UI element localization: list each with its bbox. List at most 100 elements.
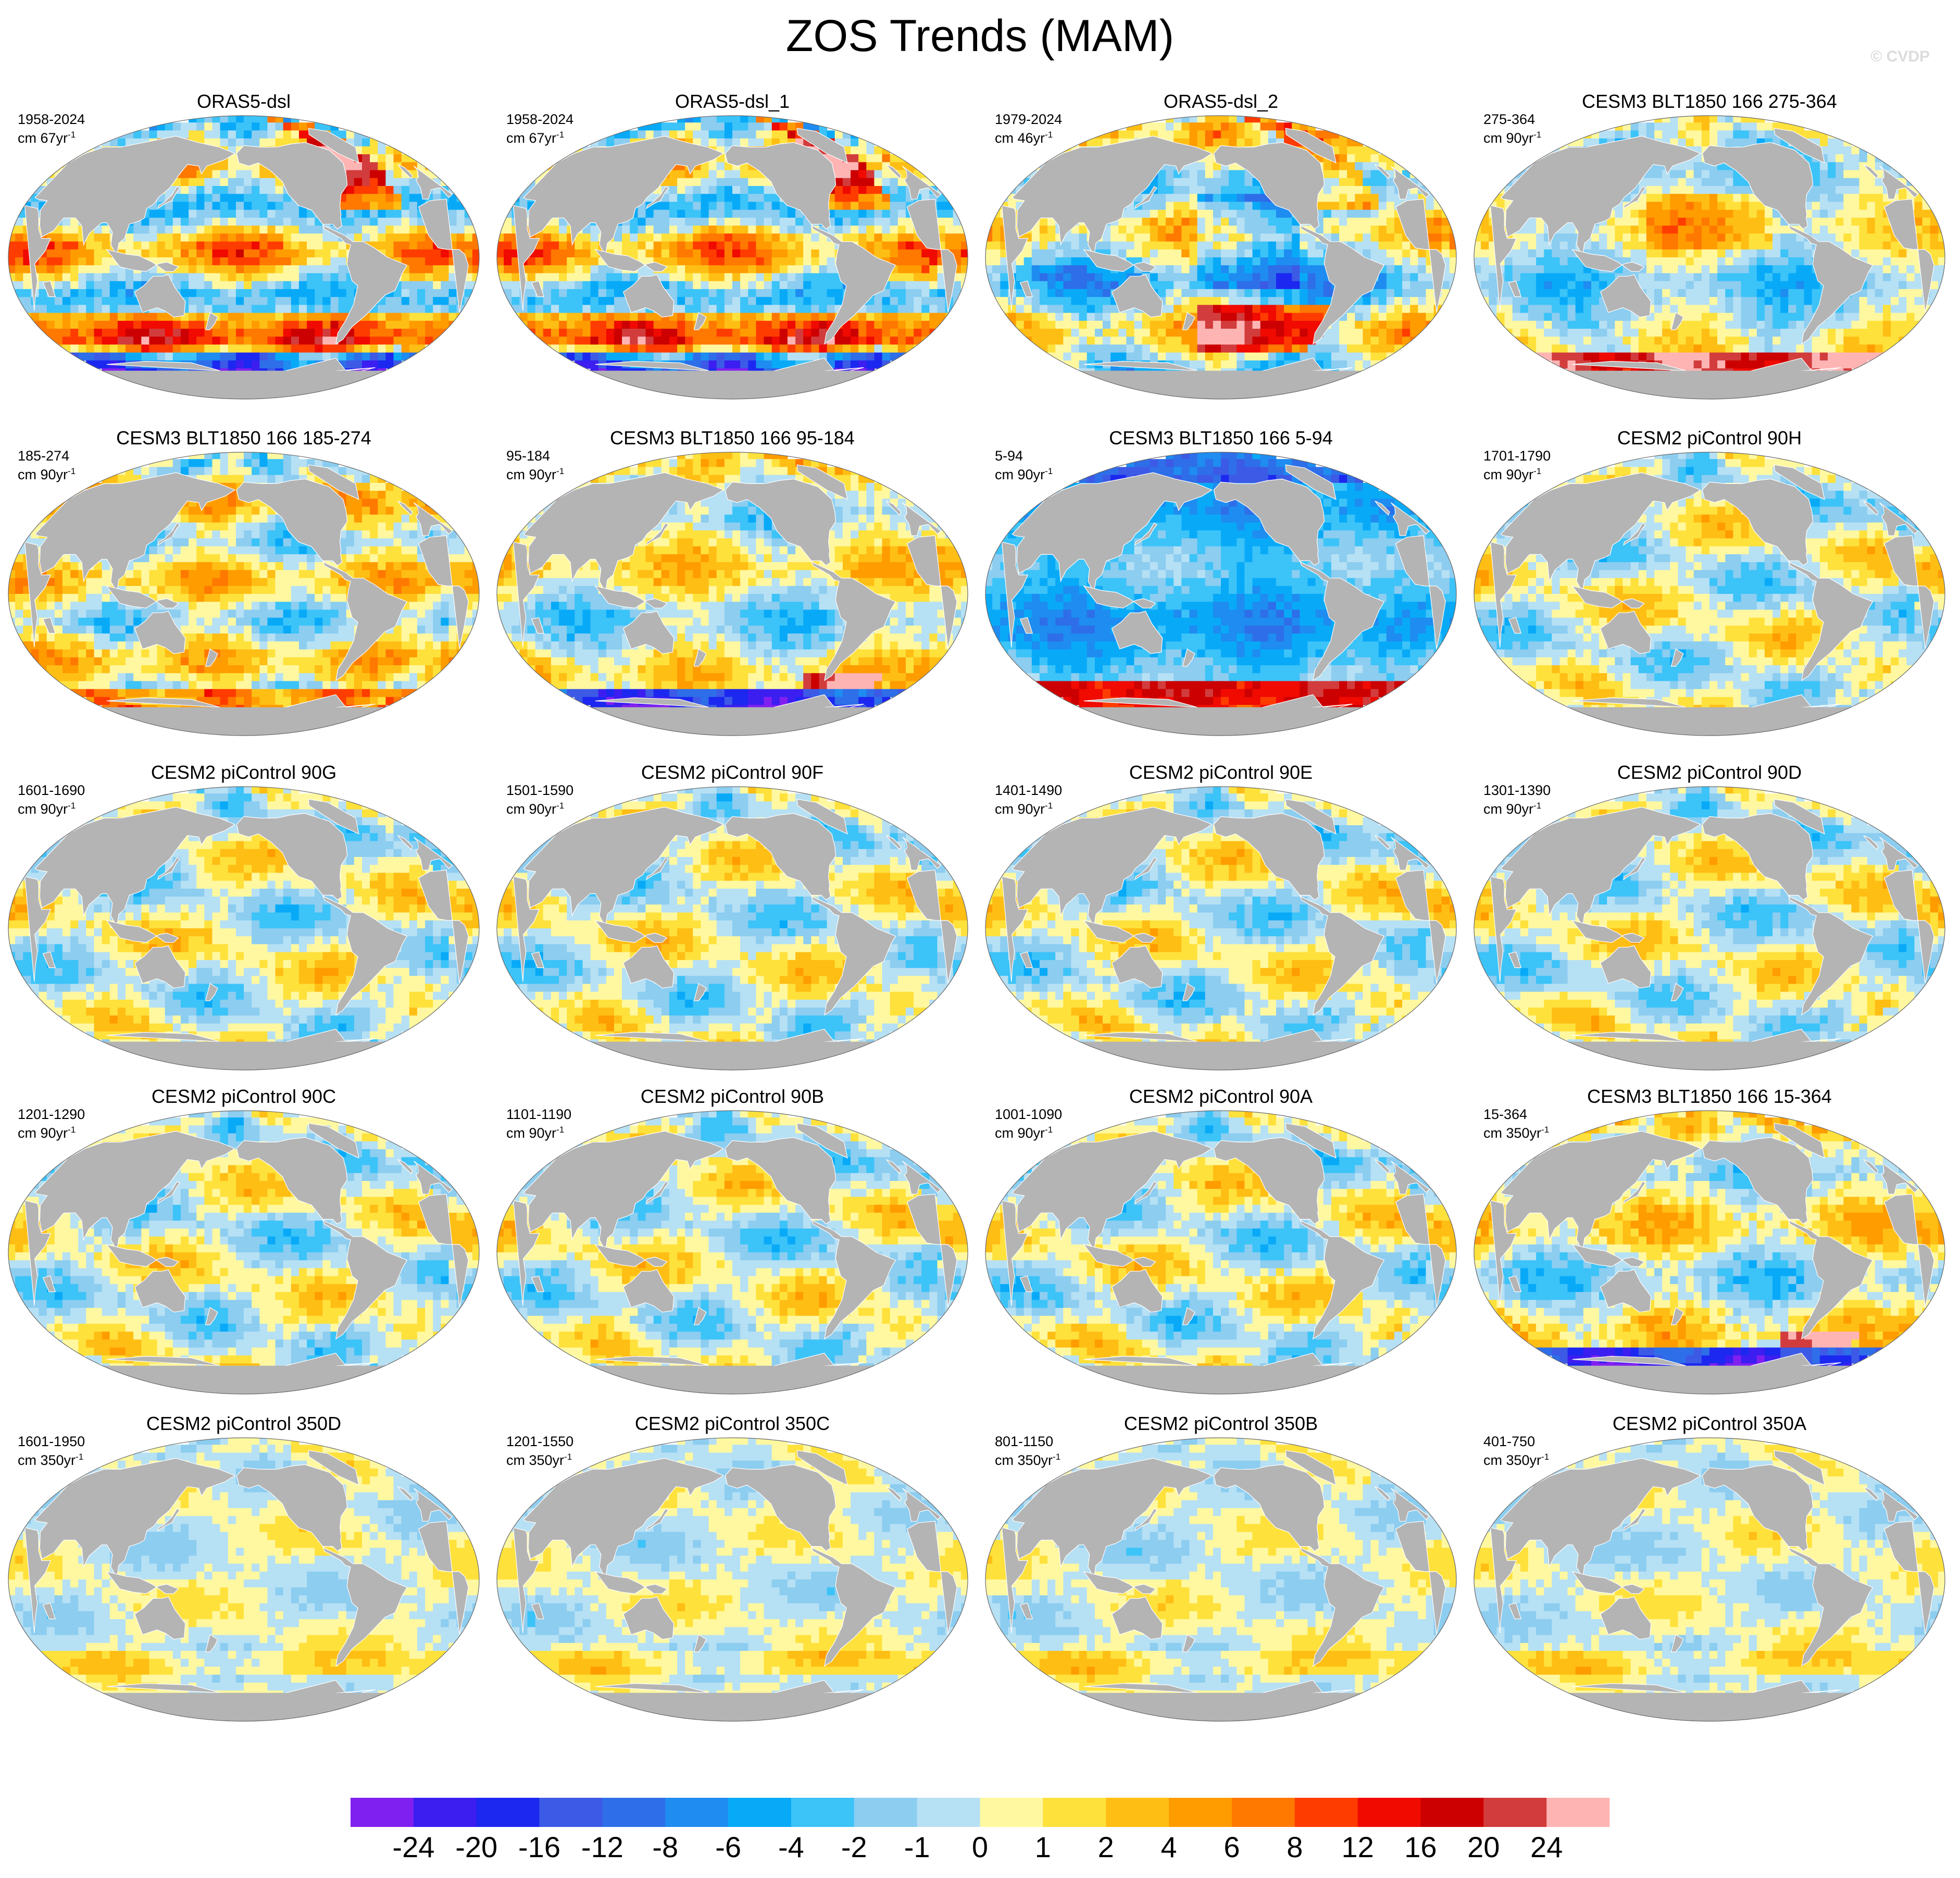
- land-japan: [646, 1508, 669, 1532]
- units-exponent: -1: [1541, 1125, 1549, 1135]
- units-exponent: -1: [1533, 130, 1541, 140]
- units-exponent: -1: [1045, 466, 1053, 476]
- land-japan: [1134, 186, 1158, 209]
- land-americas: [1702, 1137, 1874, 1340]
- land-greenland: [1774, 1450, 1825, 1486]
- colorbar-swatch: [1231, 1798, 1295, 1827]
- map-panel: ORAS5-dsl_2 1979-2024 cm 46yr-1: [984, 90, 1474, 427]
- land-africa-0: [24, 876, 52, 982]
- panel-units: cm 350yr-1: [18, 1449, 83, 1468]
- map-outline: [496, 1437, 968, 1722]
- land-eurasia-0: [34, 806, 236, 928]
- land-eurasia-0: [34, 1130, 236, 1252]
- panel-title: CESM3 BLT1850 166 5-94: [984, 426, 1457, 450]
- land-antarctica-band: [8, 370, 479, 399]
- units-text: cm 90yr: [506, 801, 556, 817]
- units-exponent: -1: [68, 466, 76, 476]
- land-africa-0: [513, 876, 540, 982]
- panel-units: cm 350yr-1: [1483, 1449, 1549, 1468]
- land-newzealand: [1182, 1307, 1195, 1325]
- land-masses: [24, 1450, 469, 1721]
- land-madagascar: [531, 617, 545, 634]
- colorbar-swatch: [1420, 1798, 1484, 1827]
- land-greenland: [1774, 799, 1825, 835]
- map-outline: [1474, 115, 1945, 400]
- land-uk: [1863, 835, 1879, 850]
- land-greenland: [1774, 128, 1825, 164]
- land-greenland: [1285, 1450, 1337, 1486]
- colorbar-swatch: [665, 1798, 729, 1827]
- panel-units: cm 90yr-1: [506, 798, 564, 817]
- land-uk: [886, 501, 902, 516]
- panel-period: 1201-1290: [18, 1106, 85, 1122]
- land-masses: [1490, 1450, 1934, 1721]
- land-australia: [1111, 611, 1163, 654]
- land-eurasia-0: [1012, 1130, 1213, 1252]
- land-africa-0: [1001, 1527, 1029, 1633]
- land-eurasia-1: [1390, 1488, 1430, 1522]
- land-africa-1: [1883, 535, 1934, 649]
- colorbar-swatch: [1043, 1798, 1106, 1827]
- units-exponent: -1: [564, 1452, 572, 1462]
- panel-units: cm 67yr-1: [506, 127, 564, 146]
- land-australia: [1600, 945, 1652, 989]
- land-madagascar: [1508, 617, 1522, 634]
- land-indonesia: [594, 585, 668, 608]
- panel-units: cm 90yr-1: [995, 1122, 1053, 1141]
- panel-units: cm 90yr-1: [18, 464, 76, 482]
- land-masses: [1490, 128, 1934, 399]
- land-antarctica-band: [8, 1041, 479, 1070]
- map-outline: [1474, 452, 1945, 736]
- land-antarctica-0: [1572, 360, 1686, 371]
- land-uk: [1375, 164, 1390, 179]
- map-panel: CESM2 piControl 90H 1701-1790 cm 90yr-1: [1473, 426, 1960, 764]
- land-africa-1: [418, 535, 469, 649]
- land-americas: [1213, 1464, 1385, 1667]
- land-indonesia: [1571, 1571, 1645, 1594]
- land-antarctica-band: [985, 1041, 1456, 1070]
- land-indonesia: [106, 1571, 179, 1594]
- colorbar-swatch: [854, 1798, 918, 1827]
- land-madagascar: [1508, 1275, 1522, 1292]
- land-greenland: [796, 1123, 848, 1159]
- land-eurasia-0: [34, 135, 236, 257]
- land-newzealand: [1670, 1634, 1684, 1652]
- colorbar-label: -1: [904, 1831, 930, 1863]
- land-japan: [646, 1181, 669, 1204]
- land-masses: [513, 799, 957, 1070]
- colorbar-label: 4: [1161, 1831, 1177, 1863]
- land-masses: [1001, 799, 1446, 1070]
- land-japan: [646, 523, 669, 546]
- world-map: [1474, 1110, 1945, 1395]
- land-uk: [397, 1159, 413, 1174]
- panel-title: CESM3 BLT1850 166 275-364: [1473, 90, 1946, 114]
- colorbar-swatch: [917, 1798, 980, 1827]
- land-africa-0: [1490, 1527, 1517, 1633]
- units-text: cm 350yr: [995, 1452, 1053, 1468]
- units-exponent: -1: [1533, 466, 1541, 476]
- land-uk: [1375, 1159, 1390, 1174]
- land-japan: [157, 1508, 181, 1532]
- land-indonesia: [594, 919, 668, 943]
- land-africa-1: [906, 198, 957, 313]
- panel-units: cm 90yr-1: [506, 1122, 564, 1141]
- land-antarctica-0: [1572, 1031, 1686, 1042]
- land-eurasia-0: [1012, 135, 1213, 257]
- land-antarctica-0: [595, 360, 709, 371]
- land-indonesia: [1083, 585, 1156, 608]
- land-japan: [157, 186, 181, 209]
- units-text: cm 67yr: [506, 130, 556, 146]
- colorbar-swatch: [980, 1798, 1043, 1827]
- colorbar-label: -16: [518, 1831, 560, 1863]
- land-australia: [1111, 1596, 1163, 1640]
- land-uk: [1375, 1486, 1390, 1501]
- land-newzealand: [205, 1307, 218, 1325]
- panel-title: CESM3 BLT1850 166 185-274: [7, 426, 480, 450]
- land-indonesia: [1083, 919, 1156, 943]
- land-africa-0: [24, 1200, 52, 1306]
- land-newzealand: [205, 982, 218, 1001]
- watermark: © CVDP: [1870, 48, 1930, 66]
- land-newzealand: [1670, 1307, 1684, 1325]
- land-americas: [236, 142, 408, 345]
- land-americas: [725, 813, 896, 1016]
